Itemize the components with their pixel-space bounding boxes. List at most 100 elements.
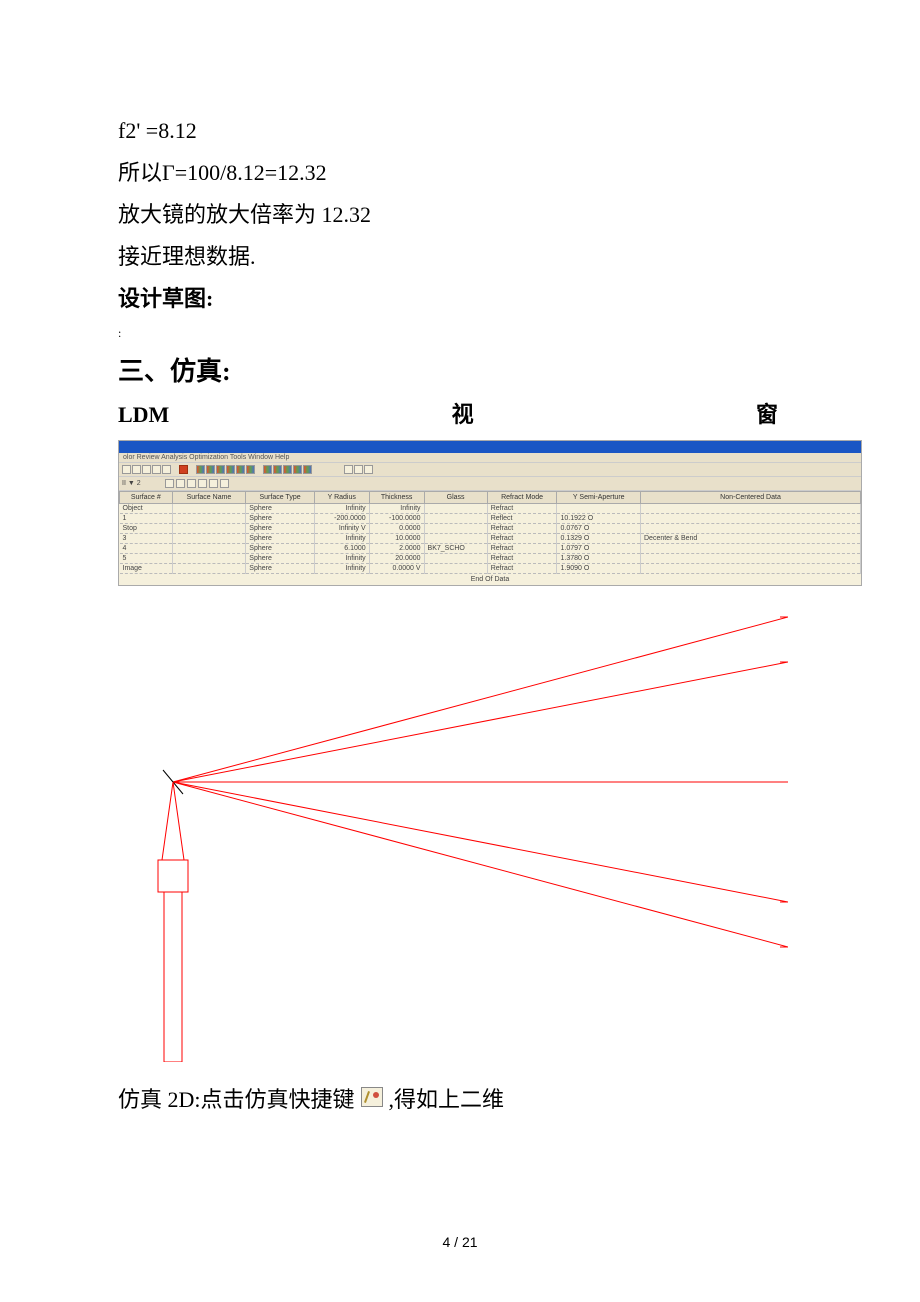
table-row: ObjectSphereInfinityInfinityRefract (120, 504, 861, 514)
table-cell (172, 524, 246, 534)
col-surface-name: Surface Name (172, 492, 246, 504)
table-cell: Decenter & Bend (641, 534, 861, 544)
sim-shortcut-icon (361, 1087, 383, 1107)
col-glass: Glass (424, 492, 487, 504)
table-cell: Refract (487, 554, 557, 564)
toolbar-icon (216, 465, 225, 474)
ldm-toolbar-2: II ▼ 2 (119, 477, 861, 491)
table-cell: 2.0000 (369, 544, 424, 554)
table-cell: Refract (487, 504, 557, 514)
table-cell: 5 (120, 554, 173, 564)
table-cell: Infinity (369, 504, 424, 514)
toolbar-icon (263, 465, 272, 474)
table-cell (172, 534, 246, 544)
table-cell: Object (120, 504, 173, 514)
toolbar-icon (162, 465, 171, 474)
toolbar-icon (198, 479, 207, 488)
table-cell: Reflect (487, 514, 557, 524)
toolbar-icon (220, 479, 229, 488)
table-cell: 0.0000 V (369, 564, 424, 574)
table-cell: Sphere (246, 514, 315, 524)
table-row: Stop SphereInfinity V0.0000 Refract0.0767 … (120, 524, 861, 534)
table-cell: Sphere (246, 544, 315, 554)
toolbar-icon (122, 465, 131, 474)
table-cell (424, 514, 487, 524)
toolbar-icon (364, 465, 373, 474)
toolbar-icon (176, 479, 185, 488)
table-cell (424, 564, 487, 574)
table-cell: Sphere (246, 524, 315, 534)
text-magnification: 放大镜的放大倍率为 12.32 (118, 194, 820, 236)
section-three-heading: 三、仿真: (118, 348, 820, 396)
ldm-window-screenshot: olor Review Analysis Optimization Tools … (118, 440, 862, 586)
table-cell: 0.0000 (369, 524, 424, 534)
text-gamma: 所以Γ=100/8.12=12.32 (118, 152, 820, 194)
table-cell (557, 504, 641, 514)
table-row: 5 SphereInfinity20.0000 Refract1.3780 O (120, 554, 861, 564)
table-cell: -100.0000 (369, 514, 424, 524)
table-cell (424, 504, 487, 514)
toolbar-icon (354, 465, 363, 474)
table-cell: Refract (487, 524, 557, 534)
col-y-radius: Y Radius (314, 492, 369, 504)
table-cell (641, 514, 861, 524)
table-row: 3SphereInfinity10.0000Refract0.1329 ODec… (120, 534, 861, 544)
table-cell: Refract (487, 534, 557, 544)
table-row: 1 Sphere-200.0000-100.0000 Reflect10.1922 … (120, 514, 861, 524)
table-header-row: Surface # Surface Name Surface Type Y Ra… (120, 492, 861, 504)
table-cell: 1.3780 O (557, 554, 641, 564)
table-cell: Stop (120, 524, 173, 534)
toolbar-icon (209, 479, 218, 488)
col-surface-num: Surface # (120, 492, 173, 504)
table-cell: Infinity (314, 554, 369, 564)
toolbar-icon (226, 465, 235, 474)
col-non-centered: Non-Centered Data (641, 492, 861, 504)
sim-2d-suffix: ,得如上二维 (389, 1079, 505, 1121)
ldm-titlebar (119, 441, 861, 453)
ray-diagram (118, 602, 788, 1062)
table-cell: Infinity V (314, 524, 369, 534)
table-cell: Sphere (246, 554, 315, 564)
text-ideal: 接近理想数据. (118, 236, 820, 278)
text-sketch-heading: 设计草图: (118, 278, 820, 320)
ldm-data-table: Surface # Surface Name Surface Type Y Ra… (119, 491, 861, 574)
table-cell (641, 554, 861, 564)
table-cell: Refract (487, 564, 557, 574)
table-cell: 0.0767 O (557, 524, 641, 534)
table-cell (424, 524, 487, 534)
table-cell: 1 (120, 514, 173, 524)
table-cell: 10.0000 (369, 534, 424, 544)
text-colon: : (118, 324, 820, 342)
ldm-menu-bar: olor Review Analysis Optimization Tools … (119, 453, 861, 463)
toolbar-icon (293, 465, 302, 474)
col-semi-aperture: Y Semi-Aperture (557, 492, 641, 504)
table-cell: -200.0000 (314, 514, 369, 524)
toolbar-icon (236, 465, 245, 474)
table-cell: Sphere (246, 564, 315, 574)
toolbar2-label: II ▼ 2 (122, 480, 141, 487)
table-cell (641, 524, 861, 534)
text-f2: f2' =8.12 (118, 110, 820, 152)
toolbar-icon (132, 465, 141, 474)
sim-2d-prefix: 仿真 2D:点击仿真快捷键 (118, 1079, 355, 1121)
table-cell: 10.1922 O (557, 514, 641, 524)
table-cell: 0.1329 O (557, 534, 641, 544)
table-cell: 20.0000 (369, 554, 424, 564)
table-cell: Infinity (314, 534, 369, 544)
table-cell (172, 564, 246, 574)
ldm-label: LDM (118, 396, 169, 434)
col-thickness: Thickness (369, 492, 424, 504)
table-cell: Infinity (314, 504, 369, 514)
ldm-view-window-row: LDM 视 窗 (118, 396, 778, 434)
toolbar-icon (344, 465, 353, 474)
table-cell (641, 544, 861, 554)
toolbar-icon (152, 465, 161, 474)
table-cell (424, 554, 487, 564)
ldm-toolbar-1 (119, 463, 861, 477)
view-label: 视 (452, 396, 474, 434)
sim-2d-text: 仿真 2D:点击仿真快捷键 ,得如上二维 (118, 1079, 820, 1121)
table-cell (172, 514, 246, 524)
table-row: 4Sphere6.10002.0000BK7_SCHORefract1.0797… (120, 544, 861, 554)
end-of-data: End Of Data (119, 574, 861, 585)
table-cell: Infinity (314, 564, 369, 574)
